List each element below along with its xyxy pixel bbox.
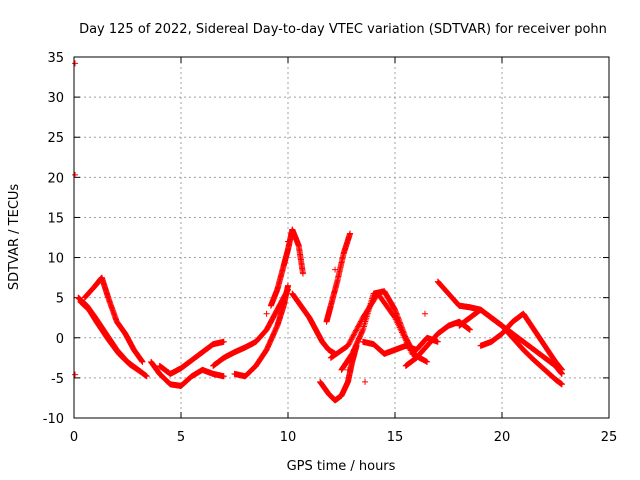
data-point xyxy=(220,338,227,345)
data-point xyxy=(332,266,339,273)
data-point xyxy=(351,331,358,338)
data-point xyxy=(344,342,351,349)
data-point xyxy=(357,319,364,326)
data-point xyxy=(355,323,362,330)
y-tick-label: 0 xyxy=(56,332,64,347)
data-point xyxy=(346,340,353,347)
y-tick-label: 15 xyxy=(47,211,64,226)
data-point xyxy=(352,328,359,335)
data-point xyxy=(353,327,360,334)
data-point xyxy=(558,381,565,388)
data-point xyxy=(263,310,270,317)
data-point xyxy=(143,373,150,380)
data-point xyxy=(346,338,353,345)
chart-title: Day 125 of 2022, Sidereal Day-to-day VTE… xyxy=(79,22,607,37)
x-axis-label: GPS time / hours xyxy=(287,459,396,474)
data-point xyxy=(421,310,428,317)
data-point xyxy=(434,338,441,345)
data-point xyxy=(353,326,360,333)
data-points xyxy=(72,60,565,404)
plot-frame xyxy=(73,56,610,419)
data-point xyxy=(285,238,291,245)
tick-labels: 0 5 10 15 20 25 -10 -5 0 5 10 15 20 25 30 35 xyxy=(43,51,618,445)
data-point xyxy=(351,330,358,337)
data-point xyxy=(345,341,352,348)
x-tick-label: 20 xyxy=(494,430,511,445)
y-tick-label: 30 xyxy=(47,91,64,106)
data-point xyxy=(355,322,362,329)
data-point xyxy=(72,371,79,378)
data-point xyxy=(357,318,364,325)
data-point xyxy=(558,366,565,373)
x-tick-label: 25 xyxy=(601,430,618,445)
y-tick-label: -10 xyxy=(43,412,64,427)
data-point xyxy=(362,378,369,385)
data-point xyxy=(356,321,363,328)
data-point xyxy=(137,368,144,375)
data-point xyxy=(285,282,291,289)
x-tick-label: 5 xyxy=(177,430,185,445)
data-point xyxy=(72,171,79,178)
y-tick-label: -5 xyxy=(51,372,64,387)
x-tick-label: 0 xyxy=(70,430,78,445)
data-point xyxy=(424,358,431,365)
data-point xyxy=(139,358,146,365)
data-point xyxy=(348,336,355,343)
data-point xyxy=(72,60,79,67)
data-point xyxy=(344,366,351,373)
y-tick-label: 20 xyxy=(47,171,64,186)
data-point xyxy=(466,326,473,333)
data-point xyxy=(220,373,227,380)
data-point xyxy=(350,332,357,339)
data-point xyxy=(299,270,306,277)
x-tick-label: 15 xyxy=(387,430,404,445)
y-tick-label: 25 xyxy=(47,131,64,146)
data-point xyxy=(354,324,361,331)
y-tick-label: 10 xyxy=(47,252,64,267)
x-tick-label: 10 xyxy=(280,430,297,445)
data-point xyxy=(358,317,365,324)
data-point xyxy=(349,333,356,340)
data-point xyxy=(349,335,356,342)
y-tick-label: 35 xyxy=(47,51,64,66)
y-tick-label: 5 xyxy=(56,292,64,307)
data-point xyxy=(347,230,354,237)
y-axis-label: SDTVAR / TECUs xyxy=(7,184,22,291)
data-point xyxy=(347,337,354,344)
